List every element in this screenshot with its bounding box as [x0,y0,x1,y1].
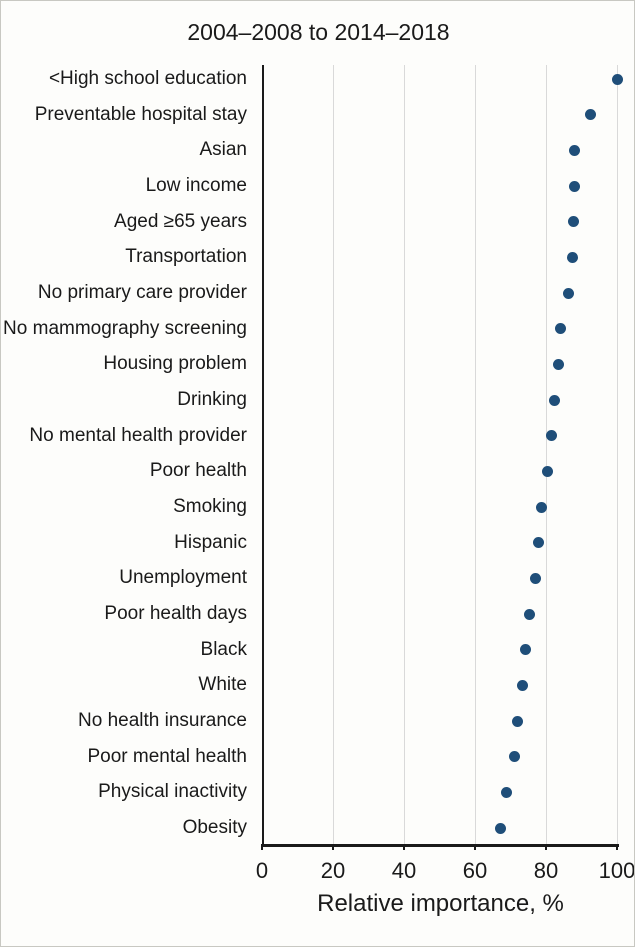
data-point [562,287,574,299]
category-label: Unemployment [119,567,247,589]
category-label: Aged ≥65 years [114,210,247,232]
chart-title: 2004–2008 to 2014–2018 [187,19,450,45]
category-label: Poor health [149,460,247,482]
data-point [517,679,529,691]
category-label: Poor health days [104,603,247,625]
gridline [404,65,405,844]
category-label: No primary care provider [37,282,247,304]
data-point [554,323,566,335]
y-axis-line [262,65,264,844]
category-label: Transportation [125,246,247,268]
data-point [519,644,531,656]
data-point [535,501,547,513]
category-label: Black [200,638,247,660]
data-point [529,572,541,584]
data-point [584,109,596,121]
gridline [333,65,334,844]
x-axis-tick-label: 20 [320,858,346,883]
plot-area [261,65,623,850]
x-axis-tick-label: 100 [598,858,635,883]
category-label: Low income [145,175,247,196]
data-point [508,751,520,763]
data-point [546,430,558,442]
category-label: <High school education [48,68,247,89]
x-axis-tick-mark [332,844,334,850]
category-label: No health insurance [78,710,247,732]
category-label: Housing problem [103,353,247,375]
category-label: Drinking [177,389,247,411]
data-point [552,358,564,370]
category-label: Smoking [173,496,247,518]
x-axis-tick-mark [474,844,476,850]
x-axis-tick-label: 60 [462,858,488,883]
data-point [523,608,535,620]
gridline [546,65,547,844]
data-point [541,465,553,477]
x-axis-tick-mark [616,844,618,850]
x-axis-tick-label: 80 [533,858,559,883]
category-labels-column: <High school education Preventable hospit… [1,1,248,946]
data-point [511,715,523,727]
data-point [567,251,579,263]
x-axis-tick-mark [545,844,547,850]
category-label: Obesity [182,817,247,839]
x-axis-tick-mark [261,844,263,850]
category-label: Asian [199,139,247,161]
data-point [500,786,512,798]
category-label: Preventable hospital stay [34,103,247,125]
data-point [611,73,623,85]
x-axis-line [262,844,619,847]
data-point [533,537,545,549]
gridline [475,65,476,844]
category-label: White [198,674,247,696]
x-axis-tick-label: 0 [255,858,269,883]
category-label: Poor mental health [87,745,248,767]
category-label: No mammography screening [3,317,247,339]
x-axis-tick-label: 40 [391,858,417,883]
data-point [569,144,581,156]
category-label: Hispanic [174,531,247,553]
data-point [548,394,560,406]
x-axis-tick-mark [403,844,405,850]
category-label: No mental health provider [29,424,247,446]
data-point [495,822,507,834]
x-axis-label: Relative importance, % [317,890,564,917]
gridline [617,65,618,844]
category-label: Physical inactivity [98,781,247,803]
data-point [568,216,580,228]
data-point [568,180,580,192]
